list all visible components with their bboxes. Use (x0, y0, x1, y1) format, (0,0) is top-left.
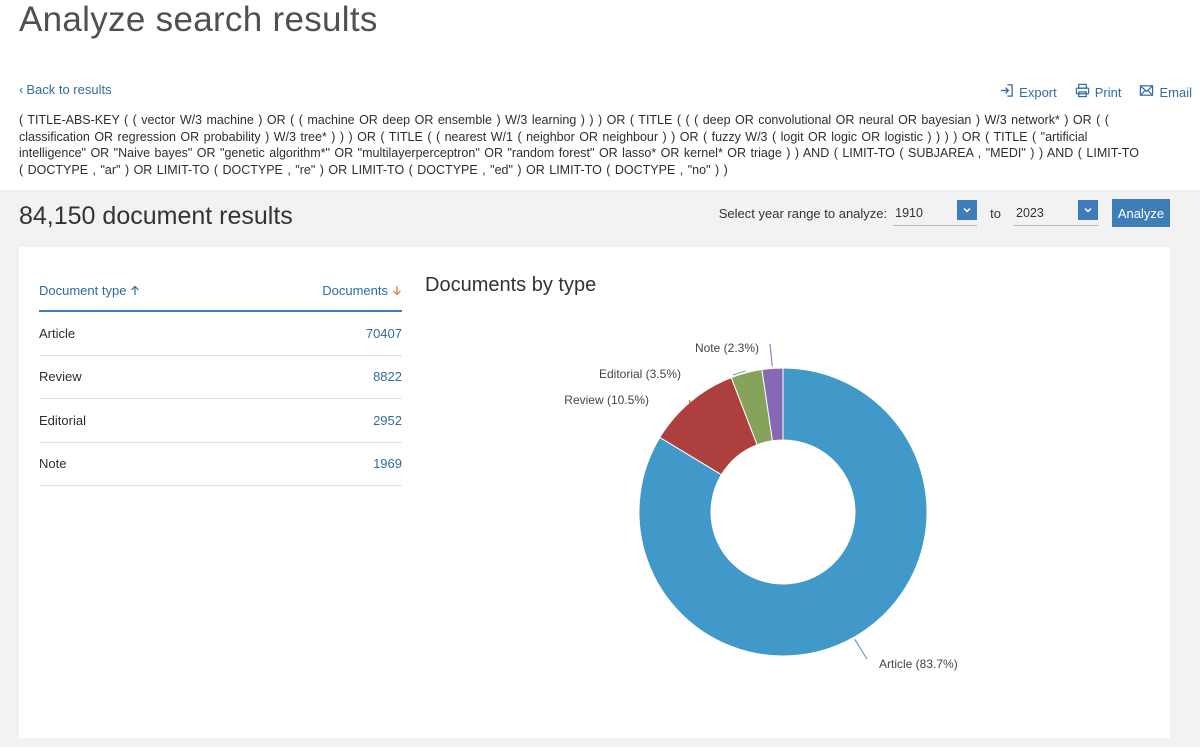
leader-line (688, 399, 692, 406)
label-article: Article (83.7%) (879, 657, 958, 671)
label-review: Review (10.5%) (564, 393, 649, 407)
analyze-button[interactable]: Analyze (1112, 199, 1170, 227)
print-icon (1075, 83, 1090, 101)
search-query-text: ( TITLE-ABS-KEY ( ( vector W/3 machine )… (19, 113, 1139, 177)
year-from-select[interactable]: 1910 (893, 200, 978, 226)
print-button[interactable]: Print (1075, 83, 1122, 101)
analysis-panel: Document type Documents Article 70407 Re… (19, 247, 1170, 738)
document-type-table: Document type Documents Article 70407 Re… (39, 274, 402, 486)
chevron-down-icon[interactable] (1078, 200, 1098, 220)
year-from-value: 1910 (895, 205, 923, 220)
back-to-results-link[interactable]: ‹ Back to results (19, 82, 112, 97)
results-count: 84,150 document results (19, 202, 293, 230)
row-document-count[interactable]: 2952 (373, 412, 402, 428)
action-bar: Export Print Email (999, 83, 1192, 101)
year-to-value: 2023 (1016, 205, 1044, 220)
email-button[interactable]: Email (1139, 83, 1192, 101)
sort-ascending-icon (130, 285, 140, 296)
slice-article[interactable] (638, 367, 928, 657)
label-editorial: Editorial (3.5%) (599, 367, 681, 381)
row-document-count[interactable]: 1969 (373, 456, 402, 472)
leader-line (732, 370, 747, 376)
table-header: Document type Documents (39, 274, 402, 312)
column-header-document-type: Document type (39, 282, 127, 298)
leader-line (854, 638, 868, 660)
year-to-select[interactable]: 2023 (1014, 200, 1098, 226)
chart-title: Documents by type (425, 274, 597, 296)
print-label: Print (1094, 84, 1122, 100)
export-label: Export (1019, 84, 1057, 100)
page-title: Analyze search results (19, 0, 378, 39)
export-icon (999, 83, 1014, 101)
sort-by-document-type[interactable]: Document type (39, 283, 140, 298)
leader-line (769, 343, 773, 367)
slice-note[interactable] (761, 367, 784, 442)
year-to-label: to (990, 205, 1001, 221)
year-range-label: Select year range to analyze: (718, 205, 888, 221)
documents-by-type-chart: Article (83.7%) Review (10.5%) Editorial (… (564, 341, 958, 671)
row-document-count[interactable]: 70407 (365, 325, 402, 341)
table-row: Review 8822 (39, 356, 402, 399)
table-row: Editorial 2952 (39, 399, 402, 443)
label-note: Note (2.3%) (695, 341, 759, 355)
row-document-type: Editorial (39, 412, 86, 428)
chevron-down-icon[interactable] (957, 200, 978, 220)
sort-descending-icon (392, 285, 402, 296)
chevron-left-icon: ‹ (19, 82, 24, 97)
email-label: Email (1159, 84, 1192, 100)
row-document-type: Note (39, 456, 67, 472)
back-to-results-label: Back to results (26, 82, 112, 97)
table-row: Note 1969 (39, 443, 402, 486)
email-icon (1139, 83, 1154, 101)
row-document-type: Review (39, 369, 82, 385)
column-header-documents: Documents (322, 282, 388, 298)
sort-by-documents[interactable]: Documents (322, 283, 402, 298)
table-row: Article 70407 (39, 312, 402, 356)
export-button[interactable]: Export (999, 83, 1057, 101)
row-document-type: Article (39, 325, 76, 341)
row-document-count[interactable]: 8822 (373, 369, 402, 385)
year-range-control: Select year range to analyze: 1910 to 20… (719, 199, 1170, 227)
